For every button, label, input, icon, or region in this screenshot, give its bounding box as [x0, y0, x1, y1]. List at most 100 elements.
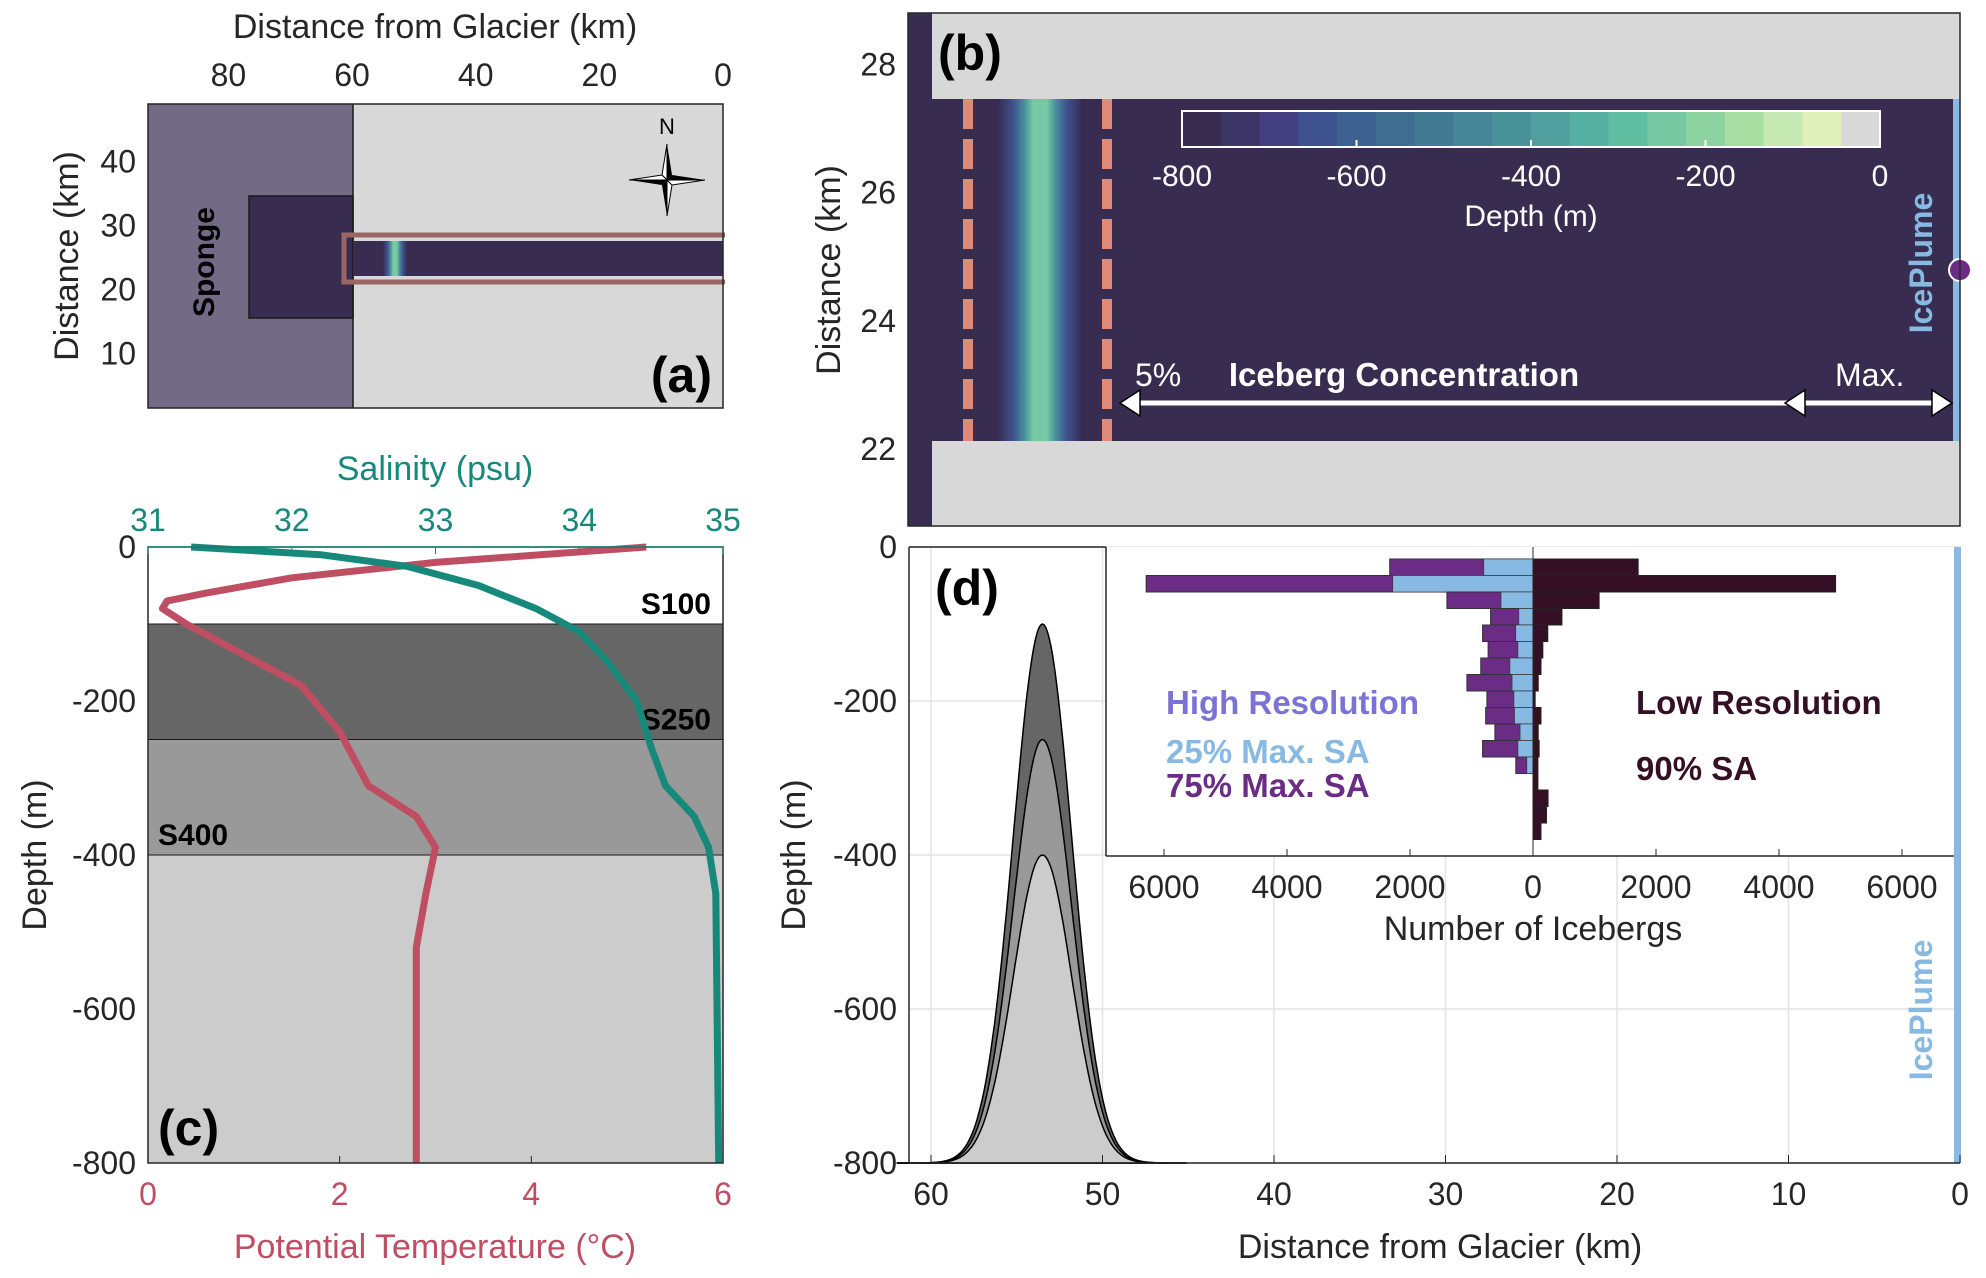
bar-90-sa	[1532, 756, 1539, 774]
bar-90-sa	[1532, 707, 1542, 725]
panel-a-ylabel: Distance (km)	[48, 151, 86, 361]
panel-a-label: (a)	[651, 347, 712, 403]
sill-band-s400	[147, 854, 724, 1164]
bar-25-max-sa	[1509, 657, 1534, 675]
panel-c-x2tick-label: 32	[274, 502, 310, 538]
panel-a-xlabel: Distance from Glacier (km)	[233, 8, 637, 46]
bar-90-sa	[1532, 740, 1540, 758]
panel-d-ytick-label: -600	[833, 991, 897, 1027]
panel-b-frame	[907, 12, 1961, 527]
panel-a-sill	[383, 241, 407, 276]
colorbar-segment	[1259, 111, 1299, 147]
panel-d-plume-line	[1954, 547, 1961, 1163]
bar-25-max-sa	[1517, 740, 1534, 758]
panel-c-ytick-label: -600	[72, 991, 136, 1027]
panel-c-xtick-label: 4	[522, 1176, 540, 1212]
panel-d: IcePlume 6000 4000 2000 0 2000 4000 6000 Numbe…	[775, 529, 1969, 1266]
panel-d-xtick-label: 60	[913, 1176, 949, 1212]
inset-xtick-label: 0	[1524, 869, 1542, 905]
sill-label-s100: S100	[641, 588, 711, 621]
arrow-left-head	[1118, 388, 1141, 418]
bar-90-sa	[1532, 773, 1539, 791]
bar-25-max-sa	[1515, 624, 1534, 642]
panel-d-ytick-label: -200	[833, 683, 897, 719]
panel-c-ylabel: Depth (m)	[16, 779, 54, 930]
panel-a-xtick-label: 0	[714, 57, 732, 93]
sill-band-s250	[147, 739, 724, 856]
bar-90-sa	[1532, 641, 1544, 659]
panel-a-xtick-label: 60	[334, 57, 370, 93]
bar-25-max-sa	[1518, 608, 1534, 626]
panel-a-highlight-box	[341, 232, 725, 285]
panel-a-xtick-label: 20	[582, 57, 618, 93]
colorbar-segment	[1414, 111, 1454, 147]
panel-c-x2tick-label: 33	[418, 502, 454, 538]
concentration-arrow	[1118, 388, 1954, 418]
temperature-line	[158, 543, 647, 1163]
panel-c-ytick-label: -200	[72, 683, 136, 719]
panel-a-sponge-label: Sponge	[188, 207, 221, 317]
panel-a-ytick-label: 40	[100, 144, 136, 180]
panel-d-label: (d)	[935, 560, 999, 616]
panel-c-ytick-label: 0	[118, 529, 136, 565]
bar-90-sa	[1532, 558, 1639, 576]
panel-d-xtick-label: 10	[1771, 1176, 1807, 1212]
bar-90-sa	[1532, 657, 1542, 675]
panel-d-xtick-label: 30	[1428, 1176, 1464, 1212]
sill-band-s100	[147, 623, 724, 740]
panel-c-xtick-label: 6	[714, 1176, 732, 1212]
inset-xtick-label: 6000	[1866, 869, 1937, 905]
panel-d-ytick-label: -400	[833, 837, 897, 873]
colorbar-segment	[1841, 111, 1881, 147]
panel-d-xtick-label: 40	[1256, 1176, 1292, 1212]
legend-high-title: High Resolution	[1166, 684, 1419, 721]
concentration-label: Iceberg Concentration	[1229, 356, 1579, 393]
bar-25-max-sa	[1514, 707, 1534, 725]
colorbar-segment	[1492, 111, 1532, 147]
inset-xtick-label: 6000	[1128, 869, 1199, 905]
panel-b-sill	[998, 99, 1082, 441]
colorbar-label: Depth (m)	[1464, 200, 1597, 233]
colorbar-segment	[1298, 111, 1338, 147]
legend-low-90: 90% SA	[1636, 750, 1757, 787]
concentration-low-label: 5%	[1135, 357, 1181, 393]
colorbar-tick-label: -600	[1326, 160, 1386, 193]
bar-90-sa	[1532, 575, 1837, 593]
compass-label: N	[659, 114, 675, 139]
bar-25-max-sa	[1500, 591, 1534, 609]
sill-label-s400: S400	[158, 819, 228, 852]
inset-xlabel: Number of Icebergs	[1384, 910, 1683, 948]
legend-low-title: Low Resolution	[1636, 684, 1882, 721]
panel-a-xtick-label: 40	[458, 57, 494, 93]
colorbar-segment	[1531, 111, 1571, 147]
colorbar-tick-label: -400	[1501, 160, 1561, 193]
bar-25-max-sa	[1511, 674, 1534, 692]
colorbar-segment	[1453, 111, 1493, 147]
panel-c-xtick-label: 0	[139, 1176, 157, 1212]
bar-25-max-sa	[1517, 641, 1534, 659]
colorbar-segment	[1608, 111, 1648, 147]
bar-90-sa	[1532, 806, 1548, 824]
panel-a-fjord-channel	[353, 241, 723, 276]
inset-histogram: 6000 4000 2000 0 2000 4000 6000 Number of Iceb…	[1105, 547, 1954, 948]
colorbar-segment	[1569, 111, 1610, 147]
panel-b-ytick-label: 26	[860, 175, 896, 211]
bar-90-sa	[1532, 789, 1549, 807]
inset-xtick-label: 2000	[1374, 869, 1445, 905]
panel-b-ytick-label: 22	[860, 431, 896, 467]
panel-a-ytick-label: 10	[100, 336, 136, 372]
panel-d-xtick-label: 20	[1599, 1176, 1635, 1212]
panel-b-label: (b)	[938, 25, 1002, 81]
inset-xtick-label: 4000	[1743, 869, 1814, 905]
legend-high-25: 25% Max. SA	[1166, 733, 1370, 770]
bar-25-max-sa	[1392, 575, 1534, 593]
arrow-right-head	[1931, 388, 1954, 418]
panel-c-x2tick-label: 34	[561, 502, 597, 538]
sill-profile-s400	[896, 854, 1187, 1164]
panel-d-ytick-label: -800	[833, 1145, 897, 1181]
bar-25-max-sa	[1519, 723, 1534, 741]
bar-25-max-sa	[1483, 558, 1534, 576]
panel-d-xlabel: Distance from Glacier (km)	[1238, 1228, 1642, 1266]
panel-a-frame	[147, 103, 724, 409]
